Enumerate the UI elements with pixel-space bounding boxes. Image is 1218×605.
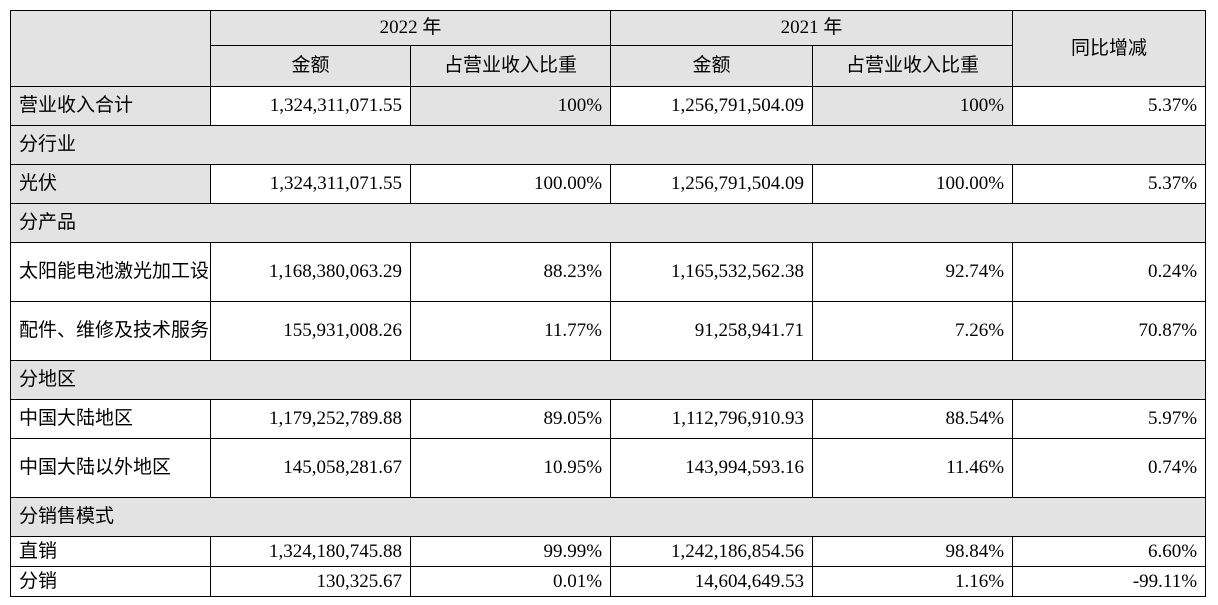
- yoy-cell: 70.87%: [1012, 301, 1207, 361]
- yoy-cell: 5.97%: [1012, 399, 1207, 439]
- amount-2022-cell: 1,324,311,071.55: [210, 164, 411, 204]
- ratio-2021-cell: 100%: [812, 86, 1014, 126]
- table-row: 分销 130,325.67 0.01% 14,604,649.53 1.16% …: [10, 566, 1207, 597]
- yoy-cell: 0.74%: [1012, 438, 1207, 498]
- header-row-years: 2022 年 2021 年 同比增减: [10, 10, 1207, 87]
- header-ratio-2022: 占营业收入比重: [409, 45, 612, 87]
- row-label: 光伏: [10, 164, 211, 204]
- ratio-2021-cell: 11.46%: [812, 438, 1014, 498]
- row-label: 直销: [10, 536, 211, 567]
- yoy-cell: 5.37%: [1012, 86, 1207, 126]
- row-label: 中国大陆以外地区: [10, 438, 211, 498]
- ratio-2022-cell: 0.01%: [409, 566, 612, 597]
- amount-2022-cell: 130,325.67: [210, 566, 411, 597]
- ratio-2021-cell: 88.54%: [812, 399, 1014, 439]
- table-row: 直销 1,324,180,745.88 99.99% 1,242,186,854…: [10, 536, 1207, 567]
- amount-2021-cell: 143,994,593.16: [610, 438, 814, 498]
- row-label: 太阳能电池激光加工设备: [10, 242, 211, 302]
- row-label: 中国大陆地区: [10, 399, 211, 439]
- header-year-2021: 2021 年: [610, 10, 1014, 46]
- section-title: 分地区: [9, 360, 1207, 400]
- amount-2022-cell: 1,179,252,789.88: [210, 399, 411, 439]
- table-row: 太阳能电池激光加工设备 1,168,380,063.29 88.23% 1,16…: [10, 242, 1207, 302]
- ratio-2022-cell: 88.23%: [409, 242, 612, 302]
- ratio-2021-cell: 1.16%: [812, 566, 1014, 597]
- section-row-region: 分地区: [9, 360, 1207, 400]
- ratio-2021-cell: 7.26%: [812, 301, 1014, 361]
- amount-2022-cell: 1,168,380,063.29: [210, 242, 411, 302]
- row-label: 分销: [10, 566, 211, 597]
- section-title: 分销售模式: [9, 497, 1207, 537]
- amount-2022-cell: 145,058,281.67: [210, 438, 411, 498]
- amount-2021-cell: 1,242,186,854.56: [610, 536, 814, 567]
- section-row-sales-mode: 分销售模式: [9, 497, 1207, 537]
- ratio-2022-cell: 100%: [409, 86, 612, 126]
- table-row: 中国大陆以外地区 145,058,281.67 10.95% 143,994,5…: [10, 438, 1207, 498]
- header-row-columns: 金额 占营业收入比重 金额 占营业收入比重: [11, 45, 1206, 87]
- revenue-composition-table: 2022 年 2021 年 同比增减 金额 占营业收入比重 金额 占营业收入比重…: [9, 10, 1207, 597]
- header-amount-2021: 金额: [610, 45, 814, 87]
- ratio-2022-cell: 100.00%: [409, 164, 612, 204]
- header-ratio-2021: 占营业收入比重: [812, 45, 1014, 87]
- section-title: 分产品: [9, 203, 1207, 243]
- header-corner-cell: [10, 10, 211, 87]
- amount-2021-cell: 91,258,941.71: [610, 301, 814, 361]
- header-amount-2022: 金额: [210, 45, 411, 87]
- ratio-2021-cell: 100.00%: [812, 164, 1014, 204]
- amount-2021-cell: 14,604,649.53: [610, 566, 814, 597]
- table-row: 光伏 1,324,311,071.55 100.00% 1,256,791,50…: [10, 164, 1207, 204]
- section-row-industry: 分行业: [9, 125, 1207, 165]
- amount-2021-cell: 1,256,791,504.09: [610, 164, 814, 204]
- ratio-2021-cell: 98.84%: [812, 536, 1014, 567]
- section-title: 分行业: [9, 125, 1207, 165]
- yoy-cell: 6.60%: [1012, 536, 1207, 567]
- amount-2022-cell: 1,324,180,745.88: [210, 536, 411, 567]
- header-year-2022: 2022 年: [209, 10, 612, 46]
- amount-2021-cell: 1,256,791,504.09: [610, 86, 814, 126]
- amount-2021-cell: 1,112,796,910.93: [610, 399, 814, 439]
- ratio-2022-cell: 11.77%: [409, 301, 612, 361]
- yoy-cell: 0.24%: [1012, 242, 1207, 302]
- table-row-total: 营业收入合计 1,324,311,071.55 100% 1,256,791,5…: [10, 86, 1207, 126]
- section-row-product: 分产品: [9, 203, 1207, 243]
- ratio-2022-cell: 10.95%: [409, 438, 612, 498]
- ratio-2021-cell: 92.74%: [812, 242, 1014, 302]
- amount-2022-cell: 1,324,311,071.55: [210, 86, 411, 126]
- header-yoy: 同比增减: [1012, 10, 1207, 87]
- amount-2022-cell: 155,931,008.26: [210, 301, 411, 361]
- table-row: 中国大陆地区 1,179,252,789.88 89.05% 1,112,796…: [10, 399, 1207, 439]
- amount-2021-cell: 1,165,532,562.38: [610, 242, 814, 302]
- yoy-cell: -99.11%: [1012, 566, 1207, 597]
- ratio-2022-cell: 89.05%: [409, 399, 612, 439]
- row-label: 营业收入合计: [10, 86, 211, 126]
- table-row: 配件、维修及技术服务费 155,931,008.26 11.77% 91,258…: [10, 301, 1207, 361]
- ratio-2022-cell: 99.99%: [409, 536, 612, 567]
- row-label: 配件、维修及技术服务费: [10, 301, 211, 361]
- yoy-cell: 5.37%: [1012, 164, 1207, 204]
